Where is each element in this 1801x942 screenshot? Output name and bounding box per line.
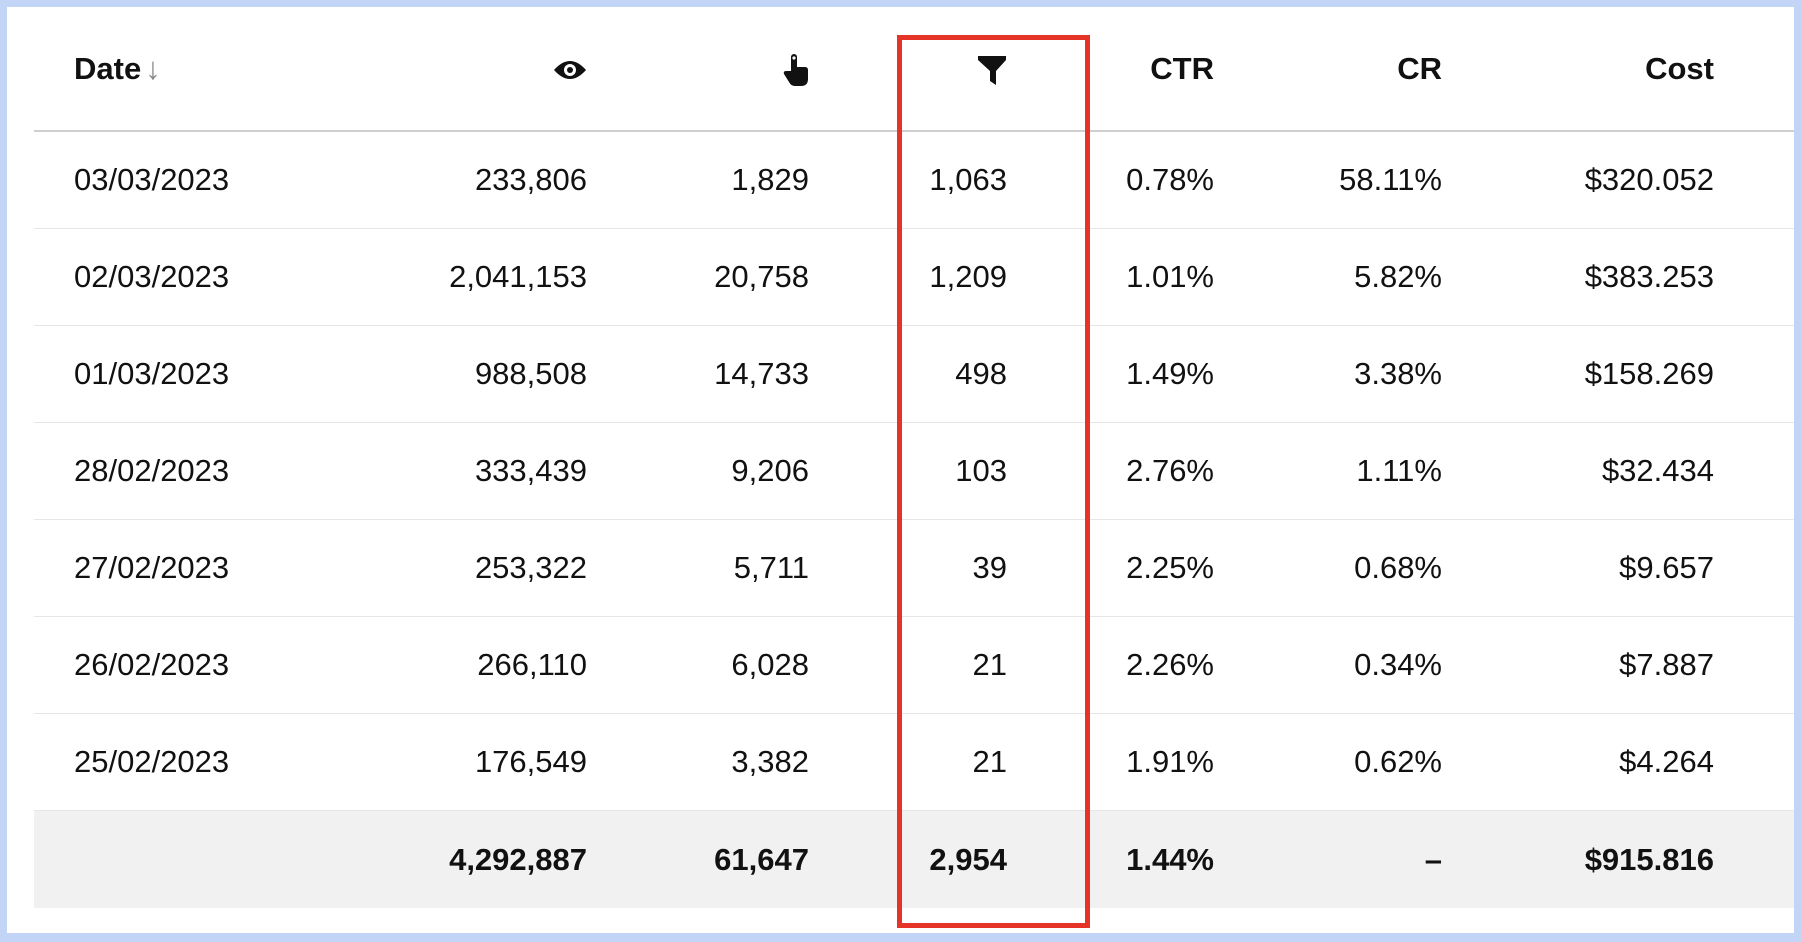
row-spacer xyxy=(1714,228,1794,326)
total-cr: – xyxy=(1214,810,1442,908)
row-spacer xyxy=(1714,131,1794,229)
cell-conversions: 39 xyxy=(809,519,1007,617)
cell-clicks: 3,382 xyxy=(587,713,809,811)
total-clicks: 61,647 xyxy=(587,810,809,908)
table-row[interactable]: 25/02/2023 176,549 3,382 21 1.91% 0.62% $4.264 xyxy=(34,713,1794,811)
cell-cr: 0.62% xyxy=(1214,713,1442,811)
total-impressions: 4,292,887 xyxy=(334,810,587,908)
cell-cr: 1.11% xyxy=(1214,422,1442,520)
cell-date: 02/03/2023 xyxy=(34,228,334,326)
header-ctr[interactable]: CTR xyxy=(1007,7,1214,132)
cell-impressions: 2,041,153 xyxy=(334,228,587,326)
cell-clicks: 20,758 xyxy=(587,228,809,326)
cell-ctr: 1.01% xyxy=(1007,228,1214,326)
total-conversions: 2,954 xyxy=(809,810,1007,908)
cell-ctr: 0.78% xyxy=(1007,131,1214,229)
cell-conversions: 21 xyxy=(809,616,1007,714)
cell-conversions: 1,063 xyxy=(809,131,1007,229)
cell-cost: $383.253 xyxy=(1442,228,1714,326)
row-spacer xyxy=(1714,422,1794,520)
pointer-hand-icon xyxy=(783,53,808,86)
cell-impressions: 266,110 xyxy=(334,616,587,714)
cell-cost: $7.887 xyxy=(1442,616,1714,714)
cell-cost: $4.264 xyxy=(1442,713,1714,811)
cell-impressions: 176,549 xyxy=(334,713,587,811)
row-spacer xyxy=(1714,810,1794,908)
cell-clicks: 9,206 xyxy=(587,422,809,520)
cell-conversions: 21 xyxy=(809,713,1007,811)
table-row[interactable]: 01/03/2023 988,508 14,733 498 1.49% 3.38% $158… xyxy=(34,325,1794,423)
table-row[interactable]: 27/02/2023 253,322 5,711 39 2.25% 0.68% $9.657 xyxy=(34,519,1794,617)
cell-conversions: 498 xyxy=(809,325,1007,423)
cell-impressions: 253,322 xyxy=(334,519,587,617)
cell-cr: 58.11% xyxy=(1214,131,1442,229)
totals-row: 4,292,887 61,647 2,954 1.44% – $915.816 xyxy=(34,810,1794,908)
cell-clicks: 14,733 xyxy=(587,325,809,423)
table-panel: Date ↓ CTR CR Cost 03/03/2023 233,806 1,829… xyxy=(7,7,1794,933)
cell-cost: $158.269 xyxy=(1442,325,1714,423)
total-cost: $915.816 xyxy=(1442,810,1714,908)
row-spacer xyxy=(1714,325,1794,423)
cell-cost: $9.657 xyxy=(1442,519,1714,617)
cell-ctr: 2.76% xyxy=(1007,422,1214,520)
table-row[interactable]: 26/02/2023 266,110 6,028 21 2.26% 0.34% $7.887 xyxy=(34,616,1794,714)
row-spacer xyxy=(1714,713,1794,811)
stats-table: Date ↓ CTR CR Cost 03/03/2023 233,806 1,829… xyxy=(34,7,1794,908)
cell-date: 01/03/2023 xyxy=(34,325,334,423)
cell-cost: $320.052 xyxy=(1442,131,1714,229)
cell-cr: 0.68% xyxy=(1214,519,1442,617)
cell-clicks: 1,829 xyxy=(587,131,809,229)
cell-impressions: 333,439 xyxy=(334,422,587,520)
header-clicks[interactable] xyxy=(587,7,809,132)
header-date[interactable]: Date ↓ xyxy=(34,7,334,132)
total-date xyxy=(34,810,334,908)
cell-clicks: 6,028 xyxy=(587,616,809,714)
cell-cost: $32.434 xyxy=(1442,422,1714,520)
cell-cr: 0.34% xyxy=(1214,616,1442,714)
eye-icon xyxy=(554,61,586,80)
cell-clicks: 5,711 xyxy=(587,519,809,617)
row-spacer xyxy=(1714,519,1794,617)
table-row[interactable]: 28/02/2023 333,439 9,206 103 2.76% 1.11% $32.4… xyxy=(34,422,1794,520)
cell-date: 28/02/2023 xyxy=(34,422,334,520)
header-row: Date ↓ CTR CR Cost xyxy=(34,7,1794,132)
cell-conversions: 1,209 xyxy=(809,228,1007,326)
total-ctr: 1.44% xyxy=(1007,810,1214,908)
cell-ctr: 1.49% xyxy=(1007,325,1214,423)
header-impressions[interactable] xyxy=(334,7,587,132)
cell-impressions: 988,508 xyxy=(334,325,587,423)
cell-date: 27/02/2023 xyxy=(34,519,334,617)
header-conversions[interactable] xyxy=(809,7,1007,132)
cell-date: 03/03/2023 xyxy=(34,131,334,229)
cell-conversions: 103 xyxy=(809,422,1007,520)
cell-cr: 5.82% xyxy=(1214,228,1442,326)
cell-ctr: 1.91% xyxy=(1007,713,1214,811)
table-row[interactable]: 03/03/2023 233,806 1,829 1,063 0.78% 58.11% $3… xyxy=(34,131,1794,229)
header-date-label: Date xyxy=(74,50,142,86)
cell-ctr: 2.25% xyxy=(1007,519,1214,617)
cell-impressions: 233,806 xyxy=(334,131,587,229)
cell-cr: 3.38% xyxy=(1214,325,1442,423)
header-cr[interactable]: CR xyxy=(1214,7,1442,132)
cell-date: 25/02/2023 xyxy=(34,713,334,811)
highlight-box xyxy=(897,35,1090,928)
header-cost[interactable]: Cost xyxy=(1442,7,1714,132)
cell-date: 26/02/2023 xyxy=(34,616,334,714)
header-spacer xyxy=(1714,7,1794,132)
funnel-icon xyxy=(978,56,1006,86)
arrow-down-icon: ↓ xyxy=(145,50,161,86)
cell-ctr: 2.26% xyxy=(1007,616,1214,714)
row-spacer xyxy=(1714,616,1794,714)
table-row[interactable]: 02/03/2023 2,041,153 20,758 1,209 1.01% 5.82%… xyxy=(34,228,1794,326)
